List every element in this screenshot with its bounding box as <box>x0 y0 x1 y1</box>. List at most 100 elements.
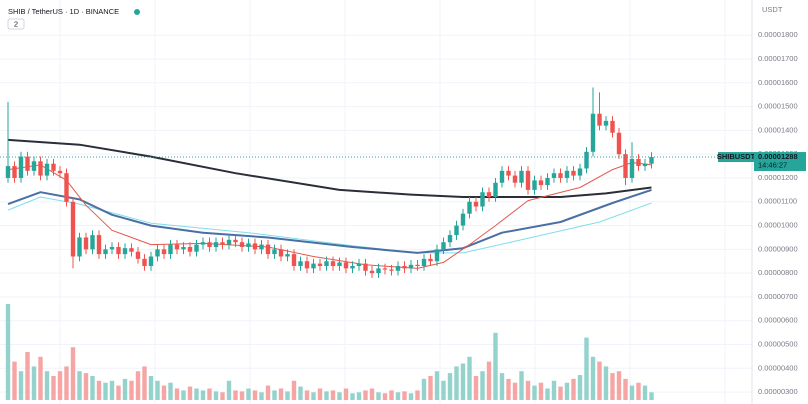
candle-body <box>337 262 342 267</box>
moving-average-line <box>7 138 652 198</box>
candle-body <box>376 268 381 274</box>
candle-body <box>142 258 147 267</box>
candle-body <box>233 239 238 243</box>
candle-body <box>181 246 186 250</box>
candle-body <box>161 249 167 255</box>
candle-body <box>220 242 225 245</box>
candle-body <box>343 262 349 269</box>
candle-body <box>564 170 570 178</box>
volume-bar <box>298 386 303 400</box>
volume-bar <box>506 378 511 400</box>
candle-body <box>382 268 388 270</box>
volume-bar <box>220 392 225 400</box>
volume-bar <box>538 382 544 400</box>
volume-bar <box>148 376 154 400</box>
volume-bar <box>31 366 37 400</box>
y-tick-label: 0.00001600 <box>758 78 798 87</box>
volume-bar <box>246 388 251 400</box>
volume-bar <box>577 375 583 400</box>
volume-bar <box>395 392 401 400</box>
volume-bar <box>194 388 199 400</box>
candle-body <box>317 263 323 267</box>
candle-body <box>96 235 102 255</box>
volume-bar <box>415 390 420 400</box>
candle-body <box>291 254 297 267</box>
volume-bar <box>486 361 492 400</box>
volume-bar <box>129 380 134 400</box>
volume-bar <box>525 380 531 400</box>
candle-body <box>551 173 557 178</box>
volume-bar <box>584 337 589 400</box>
candle-body <box>577 168 583 176</box>
volume-bar <box>480 371 485 400</box>
y-tick-label: 0.00001500 <box>758 102 798 111</box>
volume-bar <box>441 380 446 400</box>
candle-body <box>421 258 427 267</box>
volume-bar <box>363 390 368 400</box>
volume-bar <box>343 388 349 400</box>
indicator-badge[interactable] <box>7 18 25 30</box>
candle-body <box>532 180 537 190</box>
candle-body <box>77 237 82 257</box>
y-tick-label: 0.00000800 <box>758 268 798 277</box>
candle-body <box>304 261 310 269</box>
y-tick-label: 0.00001100 <box>758 197 797 206</box>
volume-bar <box>636 382 641 400</box>
volume-bar <box>109 380 115 400</box>
candle-body <box>90 235 95 250</box>
candle-body <box>623 154 628 178</box>
candle-body <box>545 177 550 186</box>
candle-body <box>187 246 193 252</box>
volume-bar <box>135 371 141 400</box>
price-axis: 0.00001800 0.00001700 0.00001600 0.00001500… <box>717 0 806 404</box>
candle-body <box>12 166 17 178</box>
volume-bar <box>44 371 50 400</box>
candle-body <box>499 170 505 183</box>
volume-bar <box>337 392 342 400</box>
volume-bar <box>278 388 284 400</box>
volume-bar <box>389 390 394 400</box>
volume-bar <box>350 393 355 400</box>
y-tick-label: 0.00000400 <box>758 363 798 372</box>
volume-pane <box>5 304 654 400</box>
volume-bar <box>259 392 264 400</box>
volume-bar <box>200 390 206 400</box>
candle-body <box>616 132 622 155</box>
candle-body <box>584 151 589 169</box>
volume-bar <box>376 392 381 400</box>
volume-bar <box>155 380 160 400</box>
volume-bar <box>649 392 654 400</box>
candle-body <box>122 248 128 255</box>
candle-body <box>480 192 485 207</box>
candle-body <box>441 242 446 250</box>
candle-body <box>18 156 24 178</box>
volume-bar <box>473 376 479 400</box>
candle-body <box>356 263 362 267</box>
y-tick-label: 0.00000500 <box>758 340 798 349</box>
volume-bar <box>174 388 180 400</box>
volume-bar <box>207 388 212 400</box>
candle-body <box>558 173 563 178</box>
candle-body <box>369 270 375 274</box>
volume-bar <box>77 371 82 400</box>
candle-body <box>44 163 50 176</box>
volume-bar <box>5 304 11 400</box>
volume-bar <box>408 393 414 400</box>
currency-label[interactable]: USDT <box>762 5 783 14</box>
grid <box>0 0 752 404</box>
candle-body <box>519 170 524 183</box>
volume-bar <box>96 380 102 400</box>
candle-body <box>155 249 160 257</box>
candle-body <box>25 156 30 171</box>
candle-body <box>460 213 466 226</box>
volume-bar <box>233 390 238 400</box>
volume-bar <box>213 391 219 400</box>
volume-bar <box>291 380 297 400</box>
candle-body <box>83 237 89 250</box>
chart-title: SHIB / TetherUS · 1D · BINANCE <box>8 7 119 16</box>
countdown-label: 14:46:27 <box>758 161 787 170</box>
volume-bar <box>558 386 563 400</box>
candle-body <box>486 192 492 198</box>
volume-bar <box>51 376 56 400</box>
volume-bar <box>12 361 17 400</box>
